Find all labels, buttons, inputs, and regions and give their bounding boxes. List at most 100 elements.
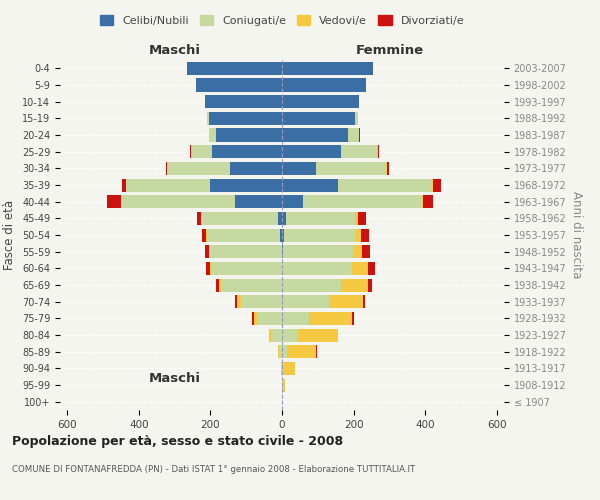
Bar xyxy=(278,212,282,225)
Bar xyxy=(337,178,433,192)
Bar xyxy=(206,262,211,275)
Text: Popolazione per età, sesso e stato civile - 2008: Popolazione per età, sesso e stato civil… xyxy=(12,435,343,448)
Bar xyxy=(257,312,282,325)
Bar xyxy=(316,162,386,175)
Text: Maschi: Maschi xyxy=(149,372,200,385)
Bar xyxy=(282,95,359,108)
Bar xyxy=(196,78,282,92)
Bar xyxy=(254,312,257,325)
Text: Maschi: Maschi xyxy=(149,44,200,57)
Bar xyxy=(126,178,211,192)
Bar xyxy=(282,378,283,392)
Bar xyxy=(329,295,362,308)
Bar xyxy=(191,145,212,158)
Legend: Celibi/Nubili, Coniugati/e, Vedovi/e, Divorziati/e: Celibi/Nubili, Coniugati/e, Vedovi/e, Di… xyxy=(95,10,469,30)
Bar xyxy=(433,178,441,192)
Bar xyxy=(282,128,348,141)
Bar xyxy=(202,212,278,225)
Y-axis label: Fasce di età: Fasce di età xyxy=(4,200,16,270)
Bar xyxy=(282,362,284,375)
Bar xyxy=(316,345,317,358)
Bar xyxy=(283,378,284,392)
Bar xyxy=(206,228,207,241)
Bar xyxy=(167,162,230,175)
Bar xyxy=(286,212,355,225)
Bar xyxy=(201,212,202,225)
Bar xyxy=(282,262,352,275)
Bar xyxy=(235,195,282,208)
Bar xyxy=(209,245,211,258)
Bar xyxy=(282,278,341,291)
Bar xyxy=(282,112,355,125)
Bar xyxy=(361,228,368,241)
Bar xyxy=(282,212,286,225)
Bar xyxy=(352,312,353,325)
Bar xyxy=(352,262,368,275)
Bar xyxy=(211,262,212,275)
Bar xyxy=(368,262,375,275)
Bar xyxy=(359,128,360,141)
Bar xyxy=(221,278,282,291)
Bar xyxy=(166,162,167,175)
Bar xyxy=(355,212,358,225)
Bar xyxy=(121,195,235,208)
Bar xyxy=(230,162,282,175)
Bar xyxy=(282,145,341,158)
Bar xyxy=(284,362,295,375)
Bar xyxy=(281,362,282,375)
Bar xyxy=(205,95,282,108)
Bar xyxy=(377,145,379,158)
Bar xyxy=(282,295,329,308)
Bar xyxy=(212,145,282,158)
Bar xyxy=(205,245,209,258)
Bar xyxy=(362,295,365,308)
Bar xyxy=(211,245,282,258)
Bar xyxy=(211,178,282,192)
Bar xyxy=(355,112,358,125)
Bar xyxy=(282,78,366,92)
Bar xyxy=(252,312,254,325)
Bar xyxy=(282,62,373,75)
Y-axis label: Anni di nascita: Anni di nascita xyxy=(570,192,583,278)
Bar xyxy=(386,162,389,175)
Bar xyxy=(341,145,377,158)
Bar xyxy=(282,312,309,325)
Bar xyxy=(358,212,366,225)
Bar xyxy=(187,62,282,75)
Bar xyxy=(341,278,368,291)
Bar xyxy=(209,128,216,141)
Bar xyxy=(207,228,280,241)
Bar xyxy=(190,145,191,158)
Bar xyxy=(283,245,353,258)
Bar xyxy=(298,328,337,342)
Bar xyxy=(235,295,236,308)
Bar xyxy=(280,228,282,241)
Bar xyxy=(122,178,126,192)
Bar xyxy=(362,245,370,258)
Bar xyxy=(282,328,298,342)
Bar xyxy=(282,228,284,241)
Bar xyxy=(202,228,206,241)
Bar xyxy=(353,245,362,258)
Text: Femmine: Femmine xyxy=(355,44,424,57)
Bar xyxy=(236,295,241,308)
Bar xyxy=(207,112,209,125)
Bar xyxy=(348,128,359,141)
Bar xyxy=(209,112,282,125)
Bar xyxy=(278,345,279,358)
Bar xyxy=(216,128,282,141)
Text: COMUNE DI FONTANAFREDDA (PN) - Dati ISTAT 1° gennaio 2008 - Elaborazione TUTTITA: COMUNE DI FONTANAFREDDA (PN) - Dati ISTA… xyxy=(12,465,415,474)
Bar xyxy=(282,245,283,258)
Bar xyxy=(422,195,423,208)
Bar xyxy=(282,345,287,358)
Bar xyxy=(282,178,337,192)
Bar xyxy=(197,212,201,225)
Bar xyxy=(282,162,316,175)
Bar xyxy=(287,345,316,358)
Bar xyxy=(217,278,220,291)
Bar xyxy=(241,295,282,308)
Bar xyxy=(220,278,221,291)
Bar xyxy=(309,312,352,325)
Bar xyxy=(355,228,361,241)
Bar xyxy=(271,328,282,342)
